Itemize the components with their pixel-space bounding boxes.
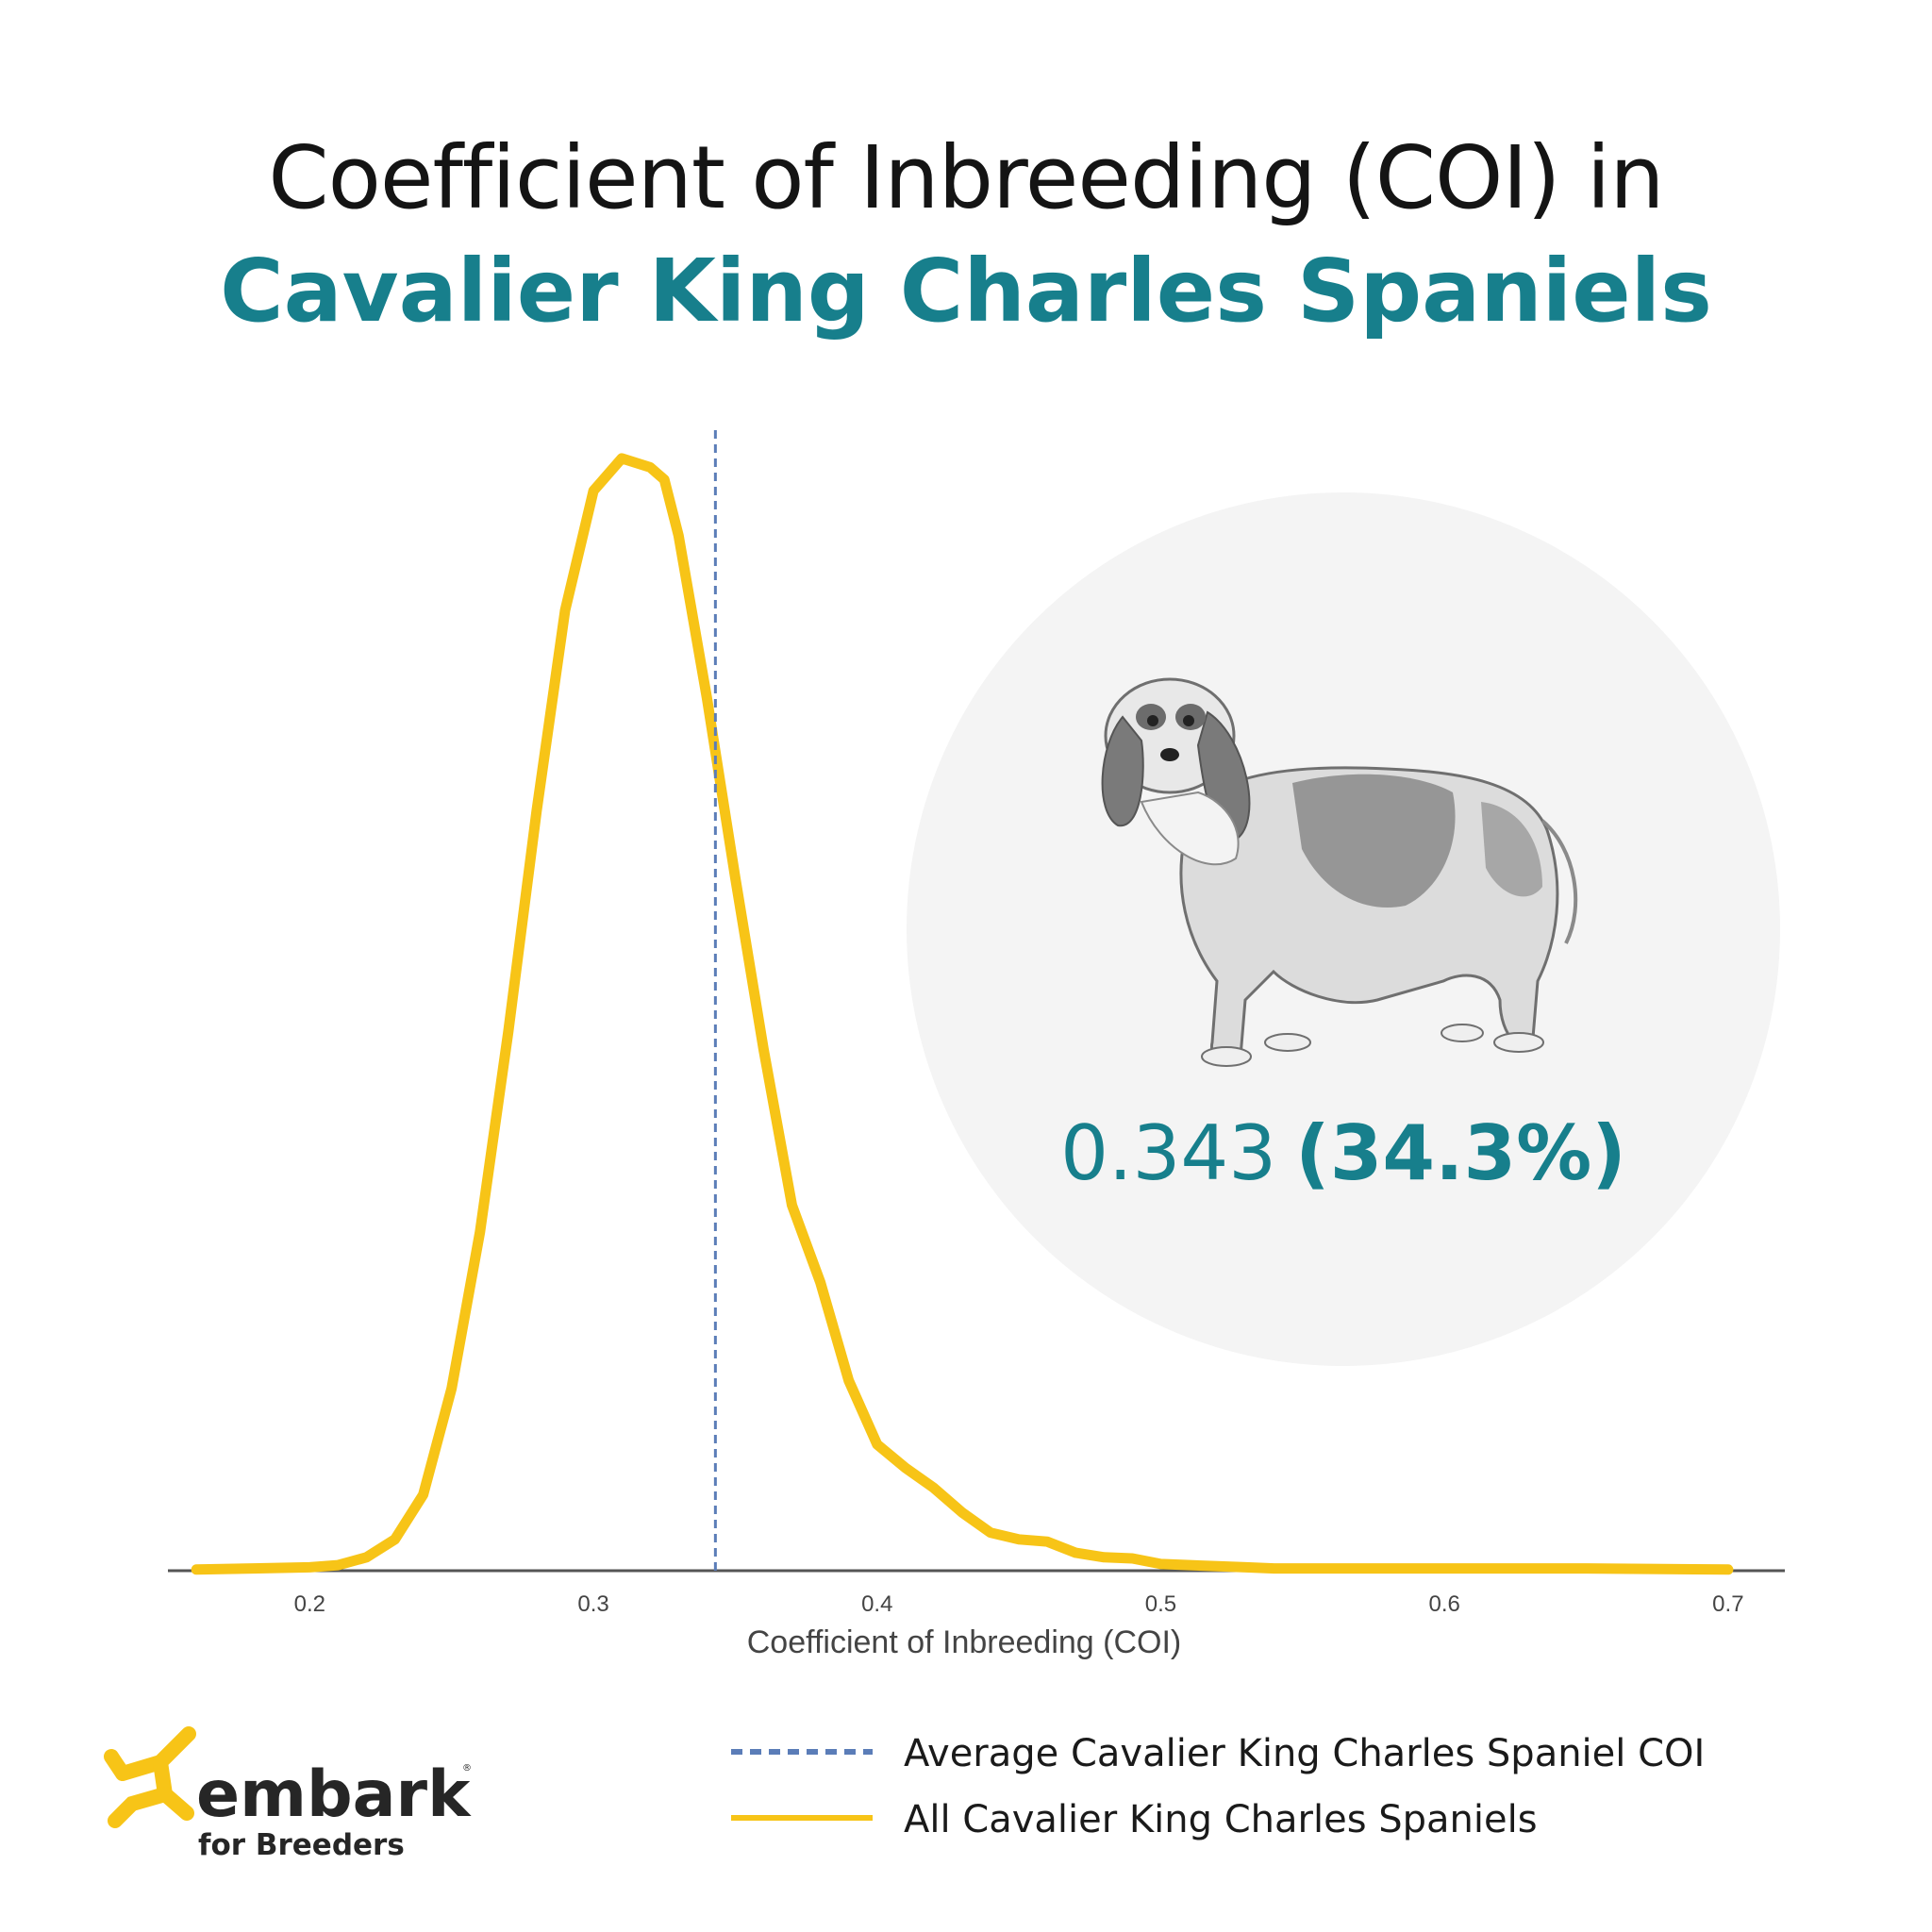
cavalier-spaniel-illustration-icon: [1101, 677, 1578, 1067]
average-coi-decimal: 0.343: [1060, 1109, 1276, 1197]
x-axis-ticks: 0.2 0.3 0.4 0.5 0.6 0.7: [294, 1591, 1744, 1617]
x-tick-label: 0.3: [577, 1591, 608, 1617]
x-tick-label: 0.5: [1145, 1591, 1176, 1617]
average-coi-percent: (34.3%): [1295, 1109, 1626, 1197]
embark-logo: embark ® for Breeders: [104, 1726, 472, 1862]
brand-tagline: for Breeders: [198, 1828, 405, 1862]
average-coi-value: 0.343 (34.3%): [1060, 1109, 1626, 1197]
chart-title-line2: Cavalier King Charles Spaniels: [220, 241, 1712, 341]
x-tick-label: 0.6: [1428, 1591, 1459, 1617]
plot-area: [168, 425, 1785, 1575]
embark-logo-icon: [104, 1726, 196, 1828]
coi-distribution-curve: [191, 453, 1734, 1575]
x-axis-title: Coefficient of Inbreeding (COI): [747, 1624, 1182, 1660]
x-tick-label: 0.2: [294, 1591, 325, 1617]
x-tick-label: 0.4: [861, 1591, 892, 1617]
brand-registered-mark: ®: [462, 1763, 472, 1774]
legend-all-label: All Cavalier King Charles Spaniels: [904, 1798, 1538, 1841]
legend: Average Cavalier King Charles Spaniel CO…: [731, 1732, 1705, 1841]
brand-name: embark: [196, 1757, 472, 1832]
legend-average-label: Average Cavalier King Charles Spaniel CO…: [904, 1732, 1705, 1775]
chart-title-line1: Coefficient of Inbreeding (COI) in: [268, 127, 1664, 228]
x-tick-label: 0.7: [1712, 1591, 1743, 1617]
